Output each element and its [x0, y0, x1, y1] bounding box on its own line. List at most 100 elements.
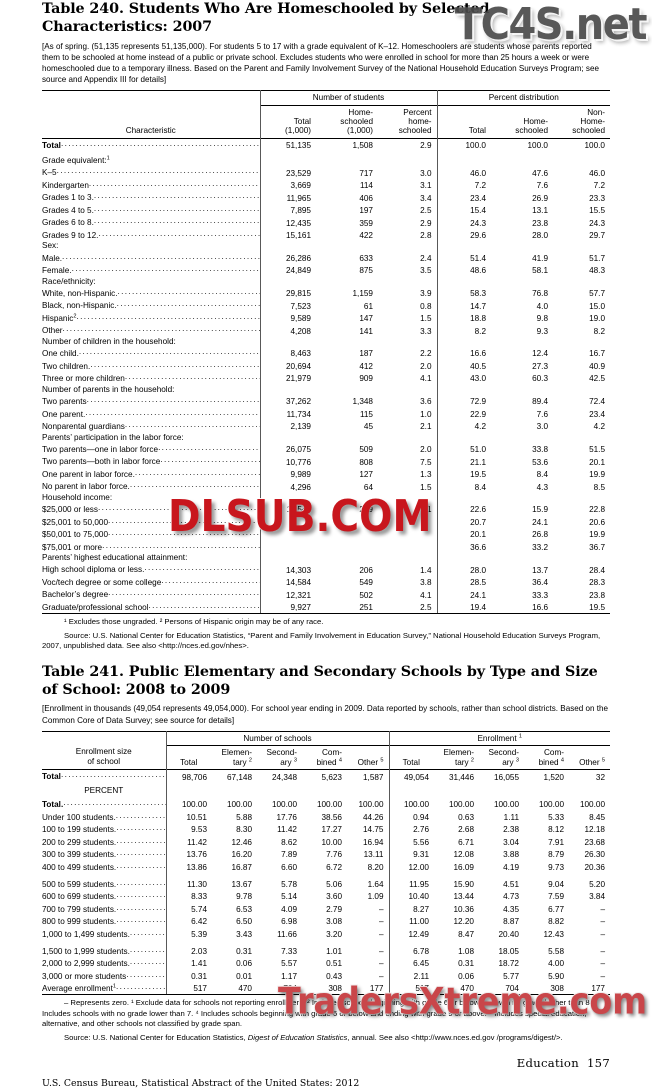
- cell-value: 0.06: [236, 959, 252, 969]
- table-240: Characteristic Number of students Percen…: [42, 90, 610, 614]
- cell-value: 1,508: [352, 141, 374, 151]
- cell-value: 3.43: [236, 929, 252, 939]
- table-row: K–5.....................................…: [42, 166, 610, 179]
- cell-value: 0.31: [458, 959, 474, 969]
- row-label: Female..................................…: [42, 264, 260, 277]
- leader-dots: ........................................…: [63, 799, 166, 807]
- table-240-title: Table 240. Students Who Are Homeschooled…: [42, 1, 490, 36]
- cell-value: –: [600, 929, 605, 939]
- cell-empty: [378, 241, 437, 251]
- cell-empty: [491, 156, 553, 166]
- cell-value: 4.2: [593, 422, 605, 432]
- row-label: 500 to 599 students.....................…: [42, 877, 166, 890]
- cell-empty: [378, 553, 437, 563]
- table-241-title: Table 241. Public Elementary and Seconda…: [42, 663, 598, 699]
- cell-value: 3,669: [259, 178, 316, 192]
- cell-value: 100.00: [226, 800, 252, 810]
- cell-value: 100.00: [358, 800, 384, 810]
- cell-value: 64: [363, 482, 373, 492]
- cell-value: 8.20: [367, 862, 384, 872]
- cell-value: 23.4: [436, 191, 491, 204]
- cell-empty: [491, 277, 553, 287]
- cell-value: 24,348: [271, 772, 297, 782]
- cell-value: 13.67: [231, 879, 253, 889]
- row-label-text: Total: [42, 772, 61, 782]
- footnote-marker: 2: [73, 313, 77, 320]
- row-label-text: Total.: [42, 800, 64, 810]
- cell-empty: [436, 155, 491, 167]
- row-group-label: Number of children in the household:: [42, 336, 176, 346]
- table-row: Graduate/professional school............…: [42, 600, 610, 614]
- cell-value: 177: [369, 984, 384, 994]
- cell-value: 23,529: [259, 166, 316, 179]
- cell-value: 26,286: [259, 251, 316, 265]
- leader-dots: ........................................…: [124, 373, 260, 382]
- table-240-col-header-2: Percent home-schooled: [378, 104, 437, 139]
- row-label: 3,000 or more students..................…: [42, 969, 166, 982]
- cell-value: 4,208: [259, 324, 316, 337]
- cell-value: 100.00: [165, 797, 212, 811]
- table-240-col-header-3: Total: [436, 104, 491, 139]
- table-row: 400 to 499 students.....................…: [42, 860, 610, 873]
- table-row: 800 to 999 students.....................…: [42, 914, 610, 928]
- cell-value: 5.88: [236, 812, 252, 822]
- table-241-col-header-4: Other 5: [347, 745, 389, 770]
- cell-value: 8.62: [281, 837, 297, 847]
- cell-value: 633: [359, 253, 373, 263]
- cell-value: 2.76: [388, 822, 434, 836]
- table-240-source: Source: U.S. National Center for Educati…: [42, 630, 601, 651]
- table-row: 200 to 299 students.....................…: [42, 835, 610, 848]
- cell-value: 31,446: [448, 772, 474, 782]
- cell-value: 704: [283, 984, 297, 994]
- cell-value: 7,895: [259, 203, 316, 217]
- cell-value: 8.87: [503, 917, 519, 927]
- cell-value: 9.31: [388, 847, 434, 861]
- row-label: Three or more children..................…: [42, 372, 260, 385]
- leader-dots: ........................................…: [93, 217, 260, 226]
- leader-dots: ........................................…: [158, 443, 260, 452]
- cell-value: 67,148: [226, 772, 252, 782]
- cell-value: 24.3: [589, 218, 605, 228]
- cell-value: –: [378, 946, 384, 956]
- table-row: Number of parents in the household:: [42, 384, 610, 395]
- cell-value: 11.66: [277, 929, 297, 939]
- cell-value: 19.5: [589, 603, 605, 613]
- cell-value: 11.42: [165, 835, 212, 848]
- row-label-text: Grades 9 to 12.: [42, 231, 99, 241]
- table-241-col-header-0: Total: [165, 745, 212, 770]
- table-row: Grades 1 to 3...........................…: [42, 191, 610, 204]
- cell-value: 28.4: [589, 565, 605, 575]
- leader-dots: ........................................…: [116, 891, 166, 899]
- cell-value: 12,435: [259, 216, 316, 229]
- cell-empty: [553, 337, 610, 347]
- cell-value: 100.00: [448, 800, 474, 810]
- cell-value: 5.56: [388, 835, 434, 848]
- cell-value: [316, 528, 378, 541]
- cell-value: 51,135: [259, 138, 316, 152]
- cell-value: 4.09: [281, 904, 297, 914]
- cell-empty: [553, 432, 610, 442]
- table-row: Total...................................…: [42, 797, 610, 811]
- cell-empty: [491, 337, 553, 347]
- table-row: Parents’ highest educational attainment:: [42, 553, 610, 564]
- cell-value: 26,075: [259, 442, 316, 456]
- cell-value: 89.4: [532, 397, 548, 407]
- table-row: Two parents—both in labor force.........…: [42, 455, 610, 468]
- row-label: $25,001 to 50,000.......................…: [42, 516, 260, 529]
- cell-value: 19.9: [589, 470, 605, 480]
- cell-value: 17.27: [321, 825, 343, 835]
- leader-dots: ........................................…: [56, 167, 260, 176]
- cell-value: 2.0: [420, 361, 432, 371]
- row-group-label: Parents’ highest educational attainment:: [42, 553, 188, 563]
- leader-dots: ........................................…: [129, 945, 166, 954]
- cell-value: 406: [359, 193, 373, 203]
- cell-value: 704: [505, 984, 519, 994]
- cell-value: 509: [359, 445, 373, 455]
- row-label: Voc/tech degree or some college.........…: [42, 576, 260, 589]
- cell-value: 7.6: [536, 181, 548, 191]
- cell-value: 100.0: [436, 138, 491, 152]
- cell-value: 11.95: [388, 877, 434, 890]
- cell-value: 36.4: [532, 578, 548, 588]
- row-label: Average enrollment1.....................…: [42, 982, 166, 995]
- leader-dots: ........................................…: [134, 468, 260, 477]
